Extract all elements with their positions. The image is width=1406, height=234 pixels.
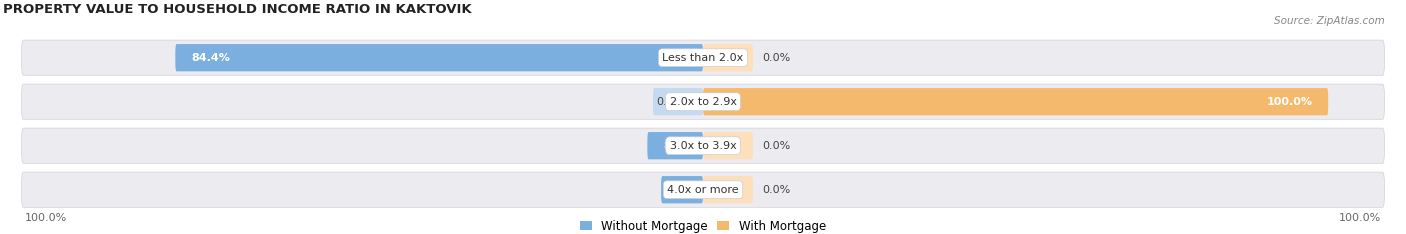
FancyBboxPatch shape <box>703 176 754 203</box>
FancyBboxPatch shape <box>176 44 703 71</box>
FancyBboxPatch shape <box>661 176 703 203</box>
Text: 0.0%: 0.0% <box>762 53 790 63</box>
FancyBboxPatch shape <box>703 44 754 71</box>
Text: 0.0%: 0.0% <box>762 185 790 195</box>
Text: 8.9%: 8.9% <box>664 141 695 151</box>
Text: Source: ZipAtlas.com: Source: ZipAtlas.com <box>1274 16 1385 26</box>
Text: 100.0%: 100.0% <box>1267 97 1313 107</box>
FancyBboxPatch shape <box>21 172 1385 207</box>
FancyBboxPatch shape <box>703 132 754 159</box>
Text: Less than 2.0x: Less than 2.0x <box>662 53 744 63</box>
Text: 100.0%: 100.0% <box>25 213 67 223</box>
FancyBboxPatch shape <box>21 128 1385 163</box>
Text: 0.0%: 0.0% <box>657 97 685 107</box>
Text: 6.7%: 6.7% <box>676 185 707 195</box>
FancyBboxPatch shape <box>652 88 703 115</box>
FancyBboxPatch shape <box>703 88 1329 115</box>
Text: 100.0%: 100.0% <box>1339 213 1381 223</box>
Text: 4.0x or more: 4.0x or more <box>668 185 738 195</box>
Text: PROPERTY VALUE TO HOUSEHOLD INCOME RATIO IN KAKTOVIK: PROPERTY VALUE TO HOUSEHOLD INCOME RATIO… <box>3 3 471 16</box>
Text: 0.0%: 0.0% <box>762 141 790 151</box>
Text: 2.0x to 2.9x: 2.0x to 2.9x <box>669 97 737 107</box>
Text: 3.0x to 3.9x: 3.0x to 3.9x <box>669 141 737 151</box>
FancyBboxPatch shape <box>647 132 703 159</box>
Text: 84.4%: 84.4% <box>191 53 229 63</box>
Legend: Without Mortgage, With Mortgage: Without Mortgage, With Mortgage <box>581 220 825 233</box>
FancyBboxPatch shape <box>21 84 1385 119</box>
FancyBboxPatch shape <box>21 40 1385 75</box>
